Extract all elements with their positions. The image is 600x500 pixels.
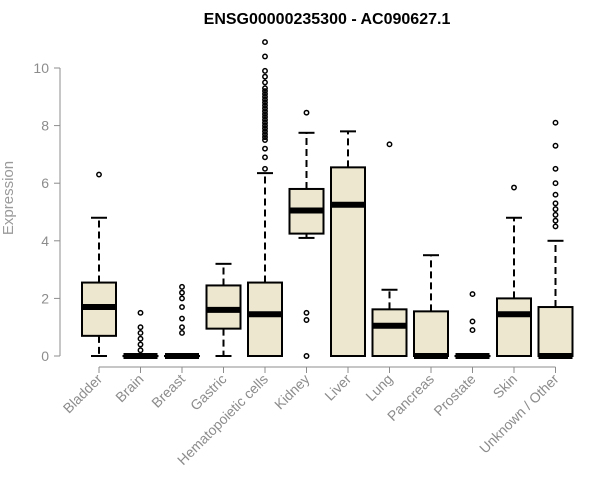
y-axis-label: Expression: [0, 161, 17, 235]
outlier-unknown-other-6: [552, 180, 559, 187]
outlier-prostate-0: [469, 327, 476, 334]
outlier-breast-3: [179, 304, 185, 310]
outlier-hematopoietic-cells-19: [262, 90, 268, 97]
outlier-hematopoietic-cells-20: [262, 88, 268, 94]
y-tick-label-2: 2: [41, 290, 49, 306]
outlier-unknown-other-8: [552, 142, 559, 149]
x-tick-label-bladder: Bladder: [60, 371, 106, 417]
x-tick-label-liver: Liver: [321, 371, 354, 404]
y-tick-label-4: 4: [41, 233, 49, 249]
outlier-skin-0: [511, 184, 517, 191]
outlier-breast-2: [179, 315, 185, 322]
outlier-unknown-other-3: [552, 206, 559, 213]
outlier-kidney-0: [303, 109, 310, 116]
outlier-hematopoietic-cells-4: [262, 134, 268, 141]
x-tick-label-unknown-other: Unknown / Other: [476, 371, 562, 457]
outlier-hematopoietic-cells-15: [262, 102, 268, 109]
outlier-unknown-other-1: [552, 217, 559, 224]
outlier-hematopoietic-cells-11: [262, 114, 268, 120]
outlier-breast-4: [179, 295, 185, 302]
outlier-hematopoietic-cells-14: [262, 105, 268, 112]
outlier-brain-3: [137, 330, 144, 336]
outlier-hematopoietic-cells-7: [262, 125, 268, 132]
x-tick-label-kidney: Kidney: [271, 371, 313, 413]
outlier-hematopoietic-cells-2: [262, 145, 268, 152]
x-tick-label-lung: Lung: [362, 371, 395, 404]
outlier-hematopoietic-cells-18: [262, 93, 268, 100]
outlier-unknown-other-5: [552, 191, 559, 198]
box-hematopoietic-cells: [247, 281, 283, 357]
y-tick-label-8: 8: [41, 118, 49, 134]
outlier-hematopoietic-cells-9: [262, 119, 268, 126]
outlier-brain-4: [137, 324, 144, 331]
outlier-breast-5: [179, 289, 185, 296]
x-tick-label-skin: Skin: [490, 371, 521, 402]
outlier-hematopoietic-cells-12: [262, 111, 268, 118]
x-tick-label-breast: Breast: [148, 371, 188, 411]
outlier-brain-5: [137, 309, 144, 316]
outlier-lung-0: [386, 141, 393, 148]
outlier-unknown-other-7: [552, 165, 559, 172]
box-pancreas: [413, 310, 449, 357]
outlier-hematopoietic-cells-25: [262, 53, 268, 60]
outlier-hematopoietic-cells-13: [262, 108, 268, 115]
outlier-unknown-other-9: [552, 119, 559, 126]
outlier-kidney-1: [303, 309, 310, 316]
box-skin: [496, 297, 532, 357]
outlier-brain-1: [137, 341, 144, 348]
outlier-hematopoietic-cells-17: [262, 96, 268, 103]
outlier-breast-1: [179, 324, 185, 331]
outlier-breast-6: [179, 283, 185, 290]
outlier-hematopoietic-cells-5: [262, 131, 268, 138]
outlier-bladder-0: [96, 171, 102, 178]
outlier-brain-0: [137, 347, 144, 354]
outlier-hematopoietic-cells-16: [262, 99, 268, 106]
outlier-hematopoietic-cells-3: [262, 137, 268, 143]
outlier-kidney-3: [303, 353, 310, 359]
outlier-hematopoietic-cells-6: [262, 128, 268, 135]
outlier-hematopoietic-cells-8: [262, 122, 268, 129]
box-liver: [330, 166, 366, 357]
outlier-hematopoietic-cells-1: [262, 154, 268, 161]
outlier-hematopoietic-cells-24: [262, 67, 268, 74]
outlier-hematopoietic-cells-23: [262, 73, 268, 80]
outlier-unknown-other-0: [552, 223, 559, 230]
x-tick-label-prostate: Prostate: [430, 371, 478, 419]
outlier-prostate-1: [469, 318, 476, 325]
outlier-brain-2: [137, 335, 144, 342]
outlier-hematopoietic-cells-26: [262, 39, 268, 46]
box-lung: [371, 308, 408, 357]
outlier-hematopoietic-cells-0: [262, 165, 268, 172]
y-tick-label-10: 10: [33, 60, 49, 76]
y-tick-label-6: 6: [41, 175, 49, 191]
outlier-hematopoietic-cells-22: [262, 79, 268, 86]
outlier-breast-0: [179, 330, 185, 336]
outlier-hematopoietic-cells-10: [262, 116, 268, 123]
outlier-kidney-2: [303, 317, 310, 323]
outlier-hematopoietic-cells-21: [262, 85, 268, 92]
outlier-unknown-other-2: [552, 211, 559, 218]
y-tick-label-0: 0: [41, 348, 49, 364]
outlier-prostate-2: [469, 291, 476, 298]
outlier-unknown-other-4: [552, 200, 559, 207]
chart-title: ENSG00000235300 - AC090627.1: [204, 11, 451, 28]
box-unknown-other: [537, 306, 574, 358]
x-tick-label-brain: Brain: [112, 371, 146, 405]
